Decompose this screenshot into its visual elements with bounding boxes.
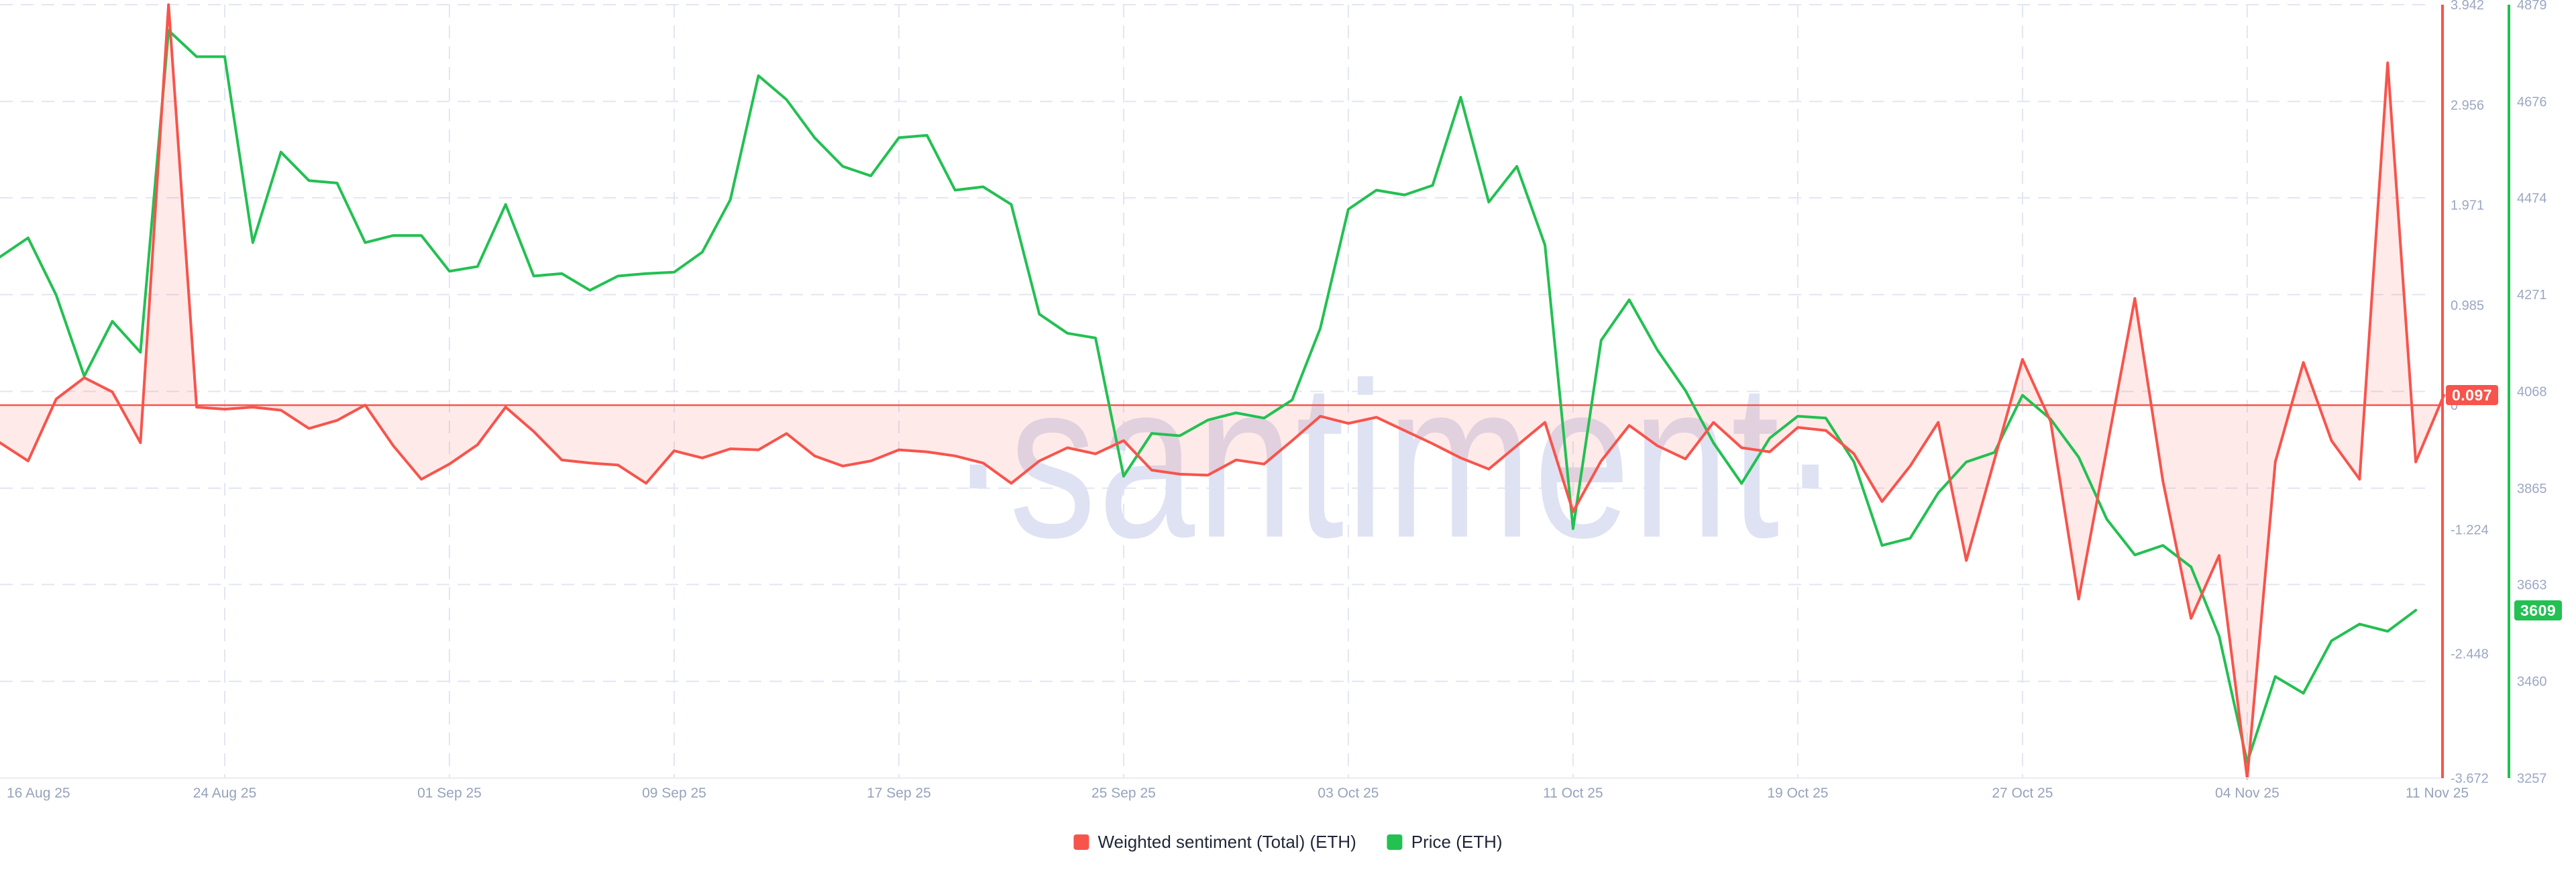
x-tick-label: 24 Aug 25: [193, 785, 257, 801]
price-swatch-icon: [1387, 834, 1403, 850]
sentiment-swatch-icon: [1073, 834, 1089, 850]
sentiment-tick-label: -2.448: [2451, 647, 2489, 662]
x-tick-labels: 16 Aug 25 24 Aug 25 01 Sep 25 09 Sep 25 17 S…: [7, 785, 2469, 801]
legend-label-sentiment: Weighted sentiment (Total) (ETH): [1097, 832, 1356, 852]
watermark: ·santiment·: [949, 336, 1841, 584]
price-tick-label: 4474: [2517, 191, 2547, 206]
legend-label-price: Price (ETH): [1411, 832, 1503, 852]
x-tick-label: 09 Sep 25: [642, 785, 706, 801]
sentiment-tick-label: 3.942: [2451, 0, 2484, 13]
sentiment-tick-label: 2.956: [2451, 98, 2484, 113]
price-tick-label: 3663: [2517, 578, 2547, 592]
price-tick-labels: 4879 4676 4474 4271 4068 3865 3663 3460 3257: [2517, 0, 2547, 786]
sentiment-tick-label: 0.985: [2451, 298, 2484, 313]
x-tick-label: 25 Sep 25: [1091, 785, 1156, 801]
series-lines: [0, 3, 2445, 779]
sentiment-tick-label: -1.224: [2451, 523, 2489, 537]
price-tick-label: 4676: [2517, 95, 2547, 109]
price-tick-label: 4068: [2517, 385, 2547, 400]
price-tick-label: 4271: [2517, 288, 2547, 303]
sentiment-tick-label: -3.672: [2451, 771, 2489, 786]
x-tick-label: 11 Nov 25: [2406, 785, 2469, 801]
sentiment-tick-label: 0: [2451, 398, 2458, 413]
price-tick-label: 3865: [2517, 482, 2547, 496]
sentiment-tick-label: 1.971: [2451, 198, 2484, 213]
price-current-value-badge: 3609: [2514, 600, 2563, 620]
x-tick-label: 19 Oct 25: [1767, 785, 1828, 801]
x-tick-label: 27 Oct 25: [1992, 785, 2053, 801]
legend-item-price[interactable]: Price (ETH): [1387, 832, 1503, 853]
gridlines: [0, 4, 2428, 778]
x-tick-label: 04 Nov 25: [2215, 785, 2279, 801]
x-tick-label: 17 Sep 25: [867, 785, 931, 801]
x-tick-label: 16 Aug 25: [7, 785, 70, 801]
price-tick-label: 3257: [2517, 771, 2547, 786]
price-tick-label: 4879: [2517, 0, 2547, 13]
x-tick-label: 01 Sep 25: [417, 785, 482, 801]
price-tick-label: 3460: [2517, 675, 2547, 690]
x-tick-label: 03 Oct 25: [1318, 785, 1379, 801]
x-tick-label: 11 Oct 25: [1543, 785, 1603, 801]
chart-legend: Weighted sentiment (Total) (ETH) Price (…: [1073, 832, 1503, 853]
sentiment-tick-labels: 3.942 2.956 1.971 0.985 0 -1.224 -2.448 -3.672: [2451, 0, 2489, 786]
legend-item-weighted-sentiment[interactable]: Weighted sentiment (Total) (ETH): [1073, 832, 1356, 853]
sentiment-current-value-badge: 0.097: [2446, 385, 2499, 405]
